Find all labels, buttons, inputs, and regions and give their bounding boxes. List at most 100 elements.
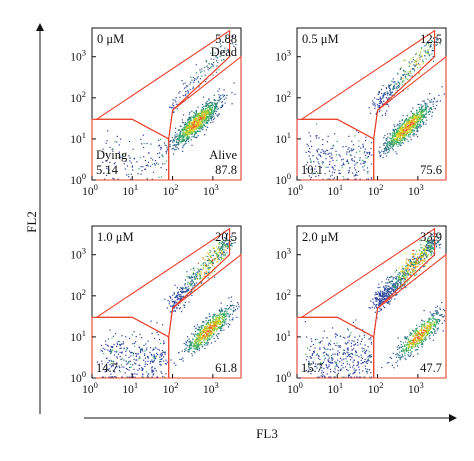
event-dot bbox=[203, 334, 205, 336]
event-dot bbox=[439, 238, 441, 240]
event-dot bbox=[119, 344, 121, 346]
event-dot bbox=[406, 73, 408, 75]
event-dot bbox=[228, 316, 230, 318]
event-dot bbox=[394, 130, 396, 132]
event-dot bbox=[116, 362, 118, 364]
event-dot bbox=[197, 130, 200, 132]
event-dot bbox=[176, 287, 178, 289]
event-dot bbox=[418, 121, 420, 123]
event-dot bbox=[348, 374, 350, 376]
event-dot bbox=[387, 94, 389, 96]
event-dot bbox=[185, 126, 187, 128]
event-dot bbox=[183, 287, 185, 289]
event-dot bbox=[224, 253, 226, 255]
event-dot bbox=[197, 333, 199, 335]
event-dot bbox=[423, 114, 425, 116]
event-dot bbox=[221, 253, 223, 255]
event-dot bbox=[429, 100, 431, 102]
event-dot bbox=[406, 268, 409, 270]
event-dot bbox=[221, 52, 223, 54]
event-dot bbox=[118, 365, 120, 367]
event-dot bbox=[326, 337, 328, 339]
event-dot bbox=[195, 119, 197, 121]
event-dot bbox=[211, 335, 213, 337]
event-dot bbox=[147, 373, 149, 375]
event-dot bbox=[403, 126, 405, 128]
event-dot bbox=[346, 363, 348, 365]
event-dot bbox=[412, 59, 414, 61]
event-dot bbox=[132, 169, 134, 171]
event-dot bbox=[407, 126, 409, 128]
event-dot bbox=[199, 276, 201, 278]
event-dot bbox=[395, 291, 397, 294]
event-dot bbox=[429, 248, 431, 250]
event-dot bbox=[204, 134, 206, 136]
event-dot bbox=[306, 143, 308, 145]
event-dot bbox=[194, 131, 197, 133]
event-dot bbox=[199, 126, 201, 128]
event-dot bbox=[109, 146, 111, 148]
event-dot bbox=[209, 338, 211, 340]
event-dot bbox=[424, 239, 426, 241]
event-dot bbox=[407, 274, 409, 276]
event-dot bbox=[430, 43, 432, 45]
event-dot bbox=[206, 118, 208, 120]
event-dot bbox=[192, 123, 194, 125]
event-dot bbox=[179, 358, 181, 360]
event-dot bbox=[202, 257, 204, 259]
event-dot bbox=[355, 173, 357, 175]
event-dot bbox=[197, 262, 199, 264]
event-dot bbox=[117, 353, 120, 355]
event-dot bbox=[203, 328, 205, 331]
event-dot bbox=[218, 333, 220, 335]
event-dot bbox=[212, 318, 214, 320]
event-dot bbox=[187, 348, 189, 350]
event-dot bbox=[212, 262, 214, 264]
event-dot bbox=[160, 371, 162, 373]
event-dot bbox=[199, 326, 201, 328]
event-dot bbox=[208, 113, 210, 115]
event-dot bbox=[186, 135, 189, 137]
event-dot bbox=[312, 362, 315, 364]
event-dot bbox=[206, 252, 208, 254]
event-dot bbox=[329, 368, 332, 370]
event-dot bbox=[142, 350, 144, 352]
event-dot bbox=[425, 116, 427, 118]
event-dot bbox=[187, 92, 189, 94]
event-dot bbox=[393, 95, 395, 97]
event-dot bbox=[352, 144, 355, 146]
event-dot bbox=[388, 144, 390, 147]
event-dot bbox=[205, 342, 207, 344]
event-dot bbox=[377, 106, 379, 108]
event-dot bbox=[400, 278, 402, 280]
event-dot bbox=[377, 93, 379, 95]
event-dot bbox=[221, 252, 223, 254]
event-dot bbox=[104, 348, 106, 350]
event-dot bbox=[376, 317, 378, 319]
event-dot bbox=[189, 344, 191, 346]
event-dot bbox=[370, 361, 372, 363]
event-dot bbox=[196, 324, 198, 326]
event-dot bbox=[347, 348, 349, 350]
event-dot bbox=[207, 112, 209, 114]
event-dot bbox=[393, 88, 395, 90]
event-dot bbox=[161, 352, 163, 354]
event-dot bbox=[368, 307, 370, 309]
event-dot bbox=[198, 116, 200, 118]
event-dot bbox=[412, 253, 414, 255]
event-dot bbox=[383, 148, 385, 150]
x-tick-label: 101 bbox=[122, 380, 138, 396]
event-dot bbox=[380, 98, 382, 100]
event-dot bbox=[219, 55, 221, 57]
event-dot bbox=[213, 115, 215, 117]
event-dot bbox=[203, 330, 205, 333]
event-dot bbox=[204, 275, 206, 278]
event-dot bbox=[175, 136, 177, 138]
event-dot bbox=[201, 109, 203, 111]
event-dot bbox=[193, 112, 195, 114]
event-dot bbox=[422, 115, 424, 117]
event-dot bbox=[210, 250, 212, 252]
event-dot bbox=[208, 120, 210, 122]
event-dot bbox=[187, 121, 189, 123]
